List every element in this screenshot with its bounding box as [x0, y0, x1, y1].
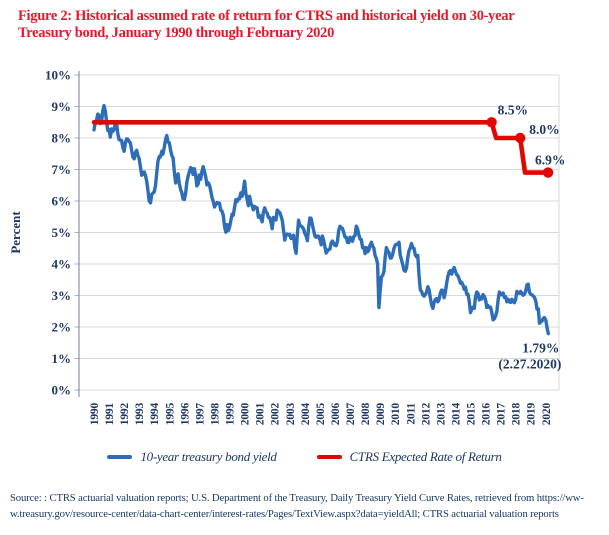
- y-tick-label: 1%: [52, 351, 72, 366]
- x-tick-label: 2017: [496, 403, 508, 426]
- x-tick-label: 2016: [481, 403, 493, 426]
- x-tick-label: 2012: [420, 403, 432, 426]
- source-note: Source: : CTRS actuarial valuation repor…: [10, 491, 602, 522]
- annotation-last-value: 1.79%: [522, 341, 559, 356]
- x-tick-label: 2015: [466, 403, 478, 426]
- annotation-last-date: (2.27.2020): [498, 357, 561, 372]
- x-tick-label: 2013: [435, 403, 447, 426]
- x-tick-label: 1993: [134, 403, 146, 426]
- y-tick-label: 7%: [52, 162, 72, 177]
- x-tick-label: 2003: [285, 403, 297, 426]
- ctrs-rate-marker: [542, 167, 554, 178]
- x-tick-label: 1992: [119, 403, 131, 426]
- x-tick-label: 1994: [149, 403, 161, 426]
- x-tick-label: 2011: [405, 403, 417, 425]
- y-tick-label: 10%: [45, 68, 71, 83]
- x-tick-label: 1996: [179, 403, 191, 426]
- legend-item-treasury-yield: 10-year treasury bond yield: [107, 449, 277, 465]
- x-tick-label: 1999: [225, 403, 237, 426]
- legend-item-ctrs-rate: CTRS Expected Rate of Return: [316, 449, 502, 465]
- annotation-6-9-pct: 6.9%: [535, 153, 565, 168]
- y-tick-label: 9%: [52, 99, 72, 114]
- x-tick-label: 2018: [511, 403, 523, 426]
- y-axis-labels: 0% 1% 2% 3% 4% 5% 6% 7% 8% 9% 10%: [45, 68, 71, 398]
- x-tick-label: 1998: [209, 403, 221, 426]
- annotation-8-5-pct: 8.5%: [498, 102, 528, 117]
- x-tick-label: 2010: [390, 403, 402, 426]
- legend-label-treasury-yield: 10-year treasury bond yield: [140, 449, 277, 464]
- x-tick-label: 2014: [450, 403, 462, 426]
- figure-title-line2: Treasury bond, January 1990 through Febr…: [18, 25, 335, 42]
- x-tick-label: 2001: [255, 403, 267, 426]
- annotations: 8.5%8.0% 6.9% 1.79%(2.27.2020): [498, 102, 566, 371]
- figure-title-line1: Figure 2: Historical assumed rate of ret…: [18, 8, 515, 24]
- y-tick-label: 5%: [52, 225, 72, 240]
- x-tick-label: 1991: [104, 403, 116, 426]
- y-tick-label: 2%: [52, 320, 72, 335]
- source-line1: Source: : CTRS actuarial valuation repor…: [10, 492, 584, 504]
- annotation-8-0-pct: 8.0%: [529, 122, 559, 137]
- treasury-yield-line-swatch: [107, 454, 133, 460]
- ctrs-rate-line-swatch: [316, 454, 342, 460]
- x-tick-label: 2004: [300, 403, 312, 426]
- x-tick-label: 2002: [270, 403, 282, 426]
- ctrs-rate-marker: [515, 132, 526, 144]
- y-gridlines: [79, 74, 559, 391]
- y-axis-ticks: [74, 74, 79, 391]
- x-tick-label: 1990: [89, 403, 101, 426]
- y-tick-label: 4%: [52, 257, 72, 272]
- treasury-yield-line: [92, 103, 550, 336]
- x-tick-label: 2006: [330, 403, 342, 426]
- x-tick-label: 2005: [315, 403, 327, 426]
- x-tick-label: 1997: [194, 403, 206, 426]
- x-tick-label: 2000: [240, 403, 252, 426]
- y-axis-title: Percent: [8, 211, 23, 254]
- chart-legend: 10-year treasury bond yield CTRS Expecte…: [0, 449, 609, 465]
- x-axis-labels: 1990 1991 1992 1993 1994 1995 1996 1997 1998 1999…: [89, 403, 553, 426]
- x-tick-label: 2007: [345, 403, 357, 426]
- ctrs-rate-marker: [486, 117, 497, 128]
- y-tick-label: 8%: [52, 131, 72, 146]
- x-tick-label: 1995: [164, 403, 176, 426]
- x-tick-label: 2020: [541, 403, 553, 426]
- ctrs-rate-line: [91, 120, 551, 175]
- x-tick-label: 2019: [526, 403, 538, 426]
- legend-label-ctrs-rate: CTRS Expected Rate of Return: [349, 449, 502, 464]
- y-tick-label: 6%: [52, 194, 72, 209]
- y-tick-label: 3%: [52, 288, 72, 303]
- y-tick-label: 0%: [52, 383, 72, 398]
- x-tick-label: 2009: [375, 403, 387, 426]
- x-tick-label: 2008: [360, 403, 372, 426]
- figure-title: Figure 2: Historical assumed rate of ret…: [18, 8, 593, 43]
- source-line2: w.treasury.gov/resource-center/data-char…: [10, 507, 559, 520]
